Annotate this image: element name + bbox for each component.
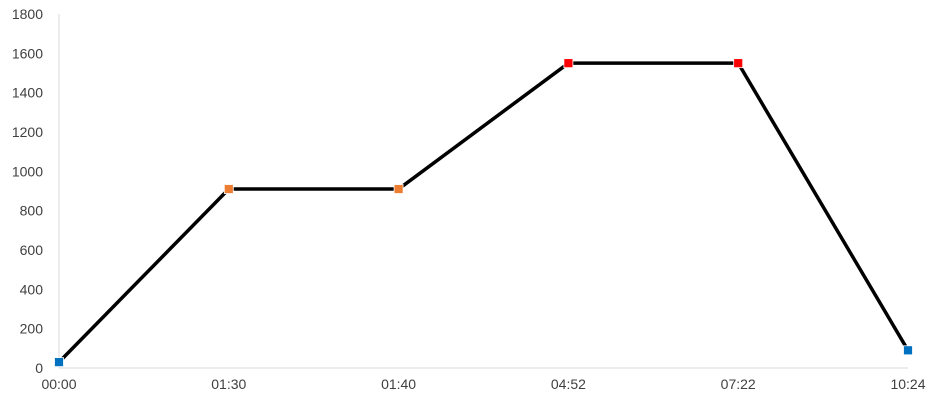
y-tick-label: 0 — [35, 360, 43, 376]
data-point-marker — [903, 345, 913, 356]
y-tick-label: 1400 — [12, 85, 43, 101]
data-point-marker — [733, 58, 744, 69]
y-tick-label: 1200 — [12, 124, 43, 140]
y-axis: 0 200 400 600 800 1000 1200 1400 1600 1800 — [12, 6, 60, 376]
data-point-marker — [54, 357, 64, 368]
x-tick-label: 10:24 — [890, 376, 925, 392]
y-tick-label: 600 — [20, 242, 44, 258]
data-point-marker — [223, 184, 234, 194]
series-polyline — [57, 61, 910, 364]
y-tick-label: 800 — [20, 203, 44, 219]
y-tick-label: 200 — [20, 321, 44, 337]
x-tick-label: 07:22 — [721, 376, 756, 392]
series-line — [57, 61, 910, 364]
x-tick-label: 01:30 — [211, 376, 246, 392]
data-point-marker — [563, 58, 574, 69]
data-point-marker — [393, 184, 404, 194]
data-markers — [54, 58, 913, 368]
x-axis: 00:00 01:30 01:40 04:52 07:22 10:24 — [41, 367, 926, 392]
x-tick-label: 01:40 — [381, 376, 416, 392]
x-tick-label: 04:52 — [551, 376, 586, 392]
x-tick-label: 00:00 — [41, 376, 76, 392]
y-tick-label: 1000 — [12, 163, 43, 179]
y-tick-label: 1600 — [12, 45, 43, 61]
y-tick-label: 400 — [20, 281, 44, 297]
y-tick-label: 1800 — [12, 6, 43, 22]
